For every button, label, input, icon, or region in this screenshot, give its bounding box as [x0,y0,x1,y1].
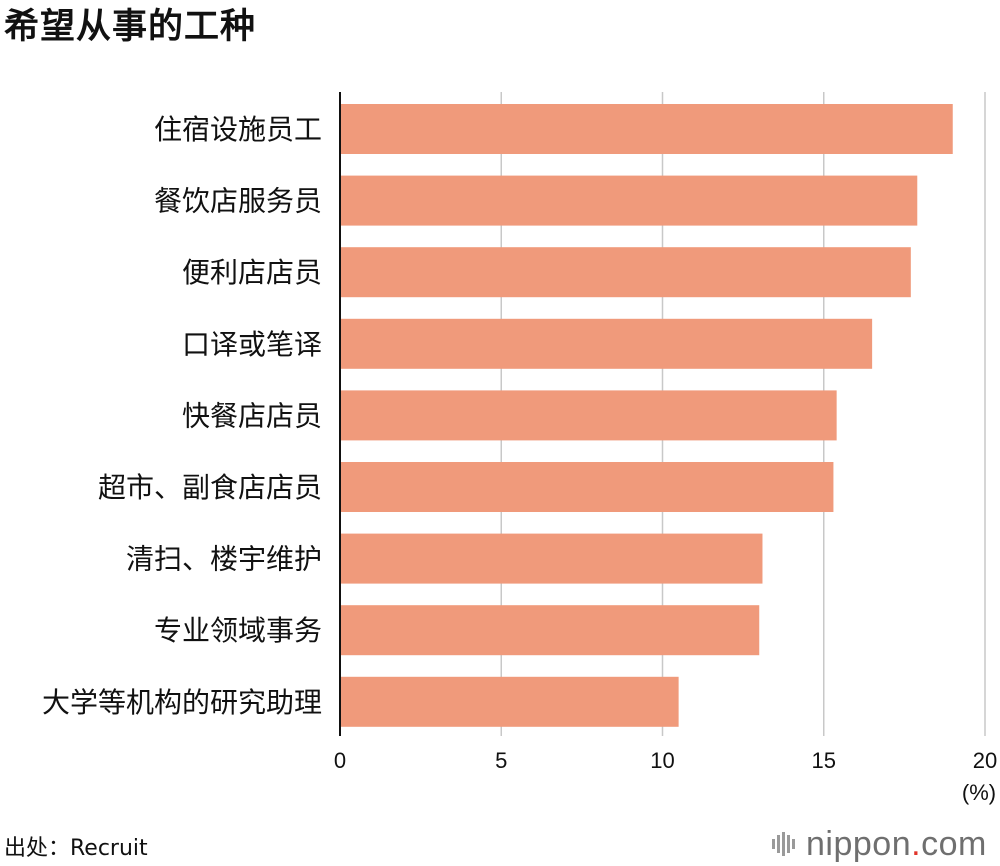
category-label: 大学等机构的研究助理 [42,686,322,719]
brand-name-tail: com [921,824,987,863]
brand-name-main: nippon [806,824,912,863]
tick-label: 20 [973,748,997,773]
brand-name-dot: . [911,824,922,863]
bar [340,676,679,727]
bar-chart: 住宿设施员工餐饮店服务员便利店店员口译或笔译快餐店店员超市、副食店店员清扫、楼宇… [42,92,997,805]
category-label: 超市、副食店店员 [98,471,322,504]
source-note: 出处：Recruit [4,836,148,861]
category-label: 餐饮店服务员 [154,185,322,218]
category-labels: 住宿设施员工餐饮店服务员便利店店员口译或笔译快餐店店员超市、副食店店员清扫、楼宇… [42,113,322,719]
category-label: 专业领域事务 [154,614,322,647]
bar [340,390,837,441]
tick-label: 0 [334,748,346,773]
bar [340,533,763,584]
brand-logo: nippon.com [772,824,987,864]
category-label: 便利店店员 [182,256,322,289]
bar [340,247,911,298]
chart-title: 希望从事的工种 [4,7,257,47]
bars [340,104,953,727]
tick-label: 15 [812,748,836,773]
brand-name: nippon.com [806,825,987,864]
tick-labels: 0 5 10 15 20 (%) [334,748,997,805]
bar [340,104,953,154]
tick-label: 5 [495,748,507,773]
bar [340,175,918,226]
unit-label: (%) [962,780,996,805]
category-label: 清扫、楼宇维护 [126,543,322,576]
category-label: 快餐店店员 [182,399,322,432]
category-label: 住宿设施员工 [154,113,322,146]
bar [340,318,873,369]
bar [340,462,834,512]
tick-label: 10 [650,748,674,773]
sound-bars-icon [772,830,798,858]
category-label: 口译或笔译 [182,328,322,361]
bar [340,605,760,656]
